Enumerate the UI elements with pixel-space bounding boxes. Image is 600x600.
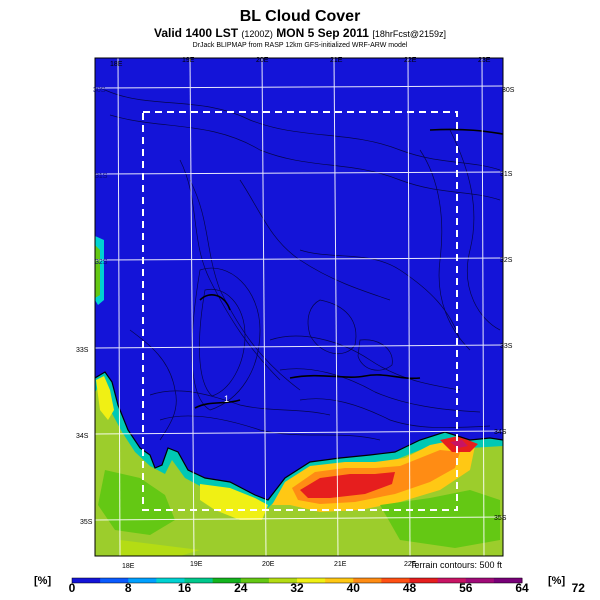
- graticule: [95, 58, 503, 556]
- left-lat-label: 33S: [76, 347, 89, 354]
- red-zone-south: [300, 472, 395, 498]
- map-subtitle: Valid 1400 LST (1200Z) MON 5 Sep 2011 [1…: [0, 26, 600, 40]
- top-lon-label: 21E: [330, 57, 343, 64]
- bottom-lon-label: 21E: [334, 561, 347, 568]
- inner-domain-box: [142, 111, 458, 511]
- west-yellow-zone: [96, 376, 114, 420]
- inner-lat-labels: 30S 31S 32S: [93, 87, 108, 266]
- bold-contours: [194, 128, 503, 409]
- top-lon-labels: 18E 19E 20E 21E 22E 23E: [110, 57, 491, 68]
- valid-time: Valid 1400 LST: [154, 26, 239, 40]
- left-lat-label: 34S: [76, 433, 89, 440]
- inner-lat-label: 30S: [93, 87, 106, 94]
- inner-lat-label: 32S: [95, 259, 108, 266]
- forecast-info: [18hrFcst@2159z]: [372, 29, 446, 39]
- top-lon-label: 20E: [256, 57, 269, 64]
- map-title: BL Cloud Cover: [239, 8, 361, 25]
- top-lon-label: 19E: [182, 57, 195, 64]
- magenta-zone: [450, 440, 468, 448]
- land-lime-zone: [120, 540, 200, 556]
- west-coast-green: [95, 245, 100, 298]
- model-source: DrJack BLIPMAP from RASP 12km GFS-initia…: [192, 42, 408, 49]
- terrain-contours: [104, 89, 501, 441]
- inner-lat-label: 31S: [95, 173, 108, 180]
- land-green-dark-west: [98, 470, 175, 535]
- top-lon-label: 23E: [478, 57, 491, 64]
- bottom-lon-label: 22E: [404, 561, 417, 568]
- top-lon-label: 18E: [110, 61, 123, 68]
- right-lat-label: 34S: [494, 429, 507, 436]
- right-lat-label: 35S: [494, 515, 507, 522]
- utc-time: (1200Z): [241, 29, 273, 39]
- right-lat-labels: 30S 31S 32S 33S 34S 35S: [494, 87, 515, 522]
- left-lat-label: 35S: [80, 519, 93, 526]
- valid-date: MON 5 Sep 2011: [276, 26, 369, 40]
- bottom-lon-label: 18E: [122, 563, 135, 570]
- site-marker: 1: [224, 394, 229, 404]
- right-lat-label: 32S: [500, 257, 513, 264]
- right-lat-label: 33S: [500, 343, 513, 350]
- bottom-lon-label: 20E: [262, 561, 275, 568]
- terrain-contours-note: Terrain contours: 500 ft: [409, 560, 502, 570]
- coastline: [95, 371, 503, 501]
- top-lon-label: 22E: [404, 57, 417, 64]
- colorbar-unit-left: [%]: [34, 575, 52, 587]
- right-lat-label: 30S: [502, 87, 515, 94]
- colorbar-unit-right: [%]: [548, 575, 566, 587]
- bottom-lon-label: 19E: [190, 561, 203, 568]
- left-lat-labels: 33S 34S 35S: [76, 347, 93, 526]
- map-field: [95, 58, 503, 556]
- map-frame: [94, 57, 504, 557]
- bottom-lon-labels: 18E 19E 20E 21E 22E: [122, 561, 417, 570]
- right-lat-label: 31S: [500, 171, 513, 178]
